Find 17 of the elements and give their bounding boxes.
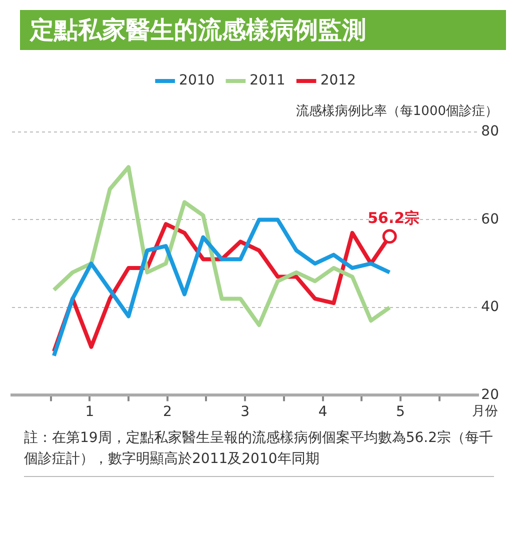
legend-label: 2011 [250, 72, 286, 89]
annotation: 56.2宗 [368, 208, 420, 227]
y-tick-label: 60 [481, 211, 500, 228]
x-tick-label: 3 [240, 404, 250, 420]
text: 註：在第19周，定點私家醫生呈報的流感樣病例個案平均數為56.2宗（每千個診症計），數字明顯高於2011及2010年同期 [24, 429, 494, 469]
legend-label: 2010 [179, 72, 215, 89]
x-tick-label: 1 [85, 404, 94, 420]
x-tick-label: 4 [318, 404, 328, 420]
y-tick-label: 40 [481, 299, 500, 316]
legend-label: 2012 [320, 72, 356, 89]
x-axis-title: 月份 [472, 404, 498, 420]
x-tick-label: 2 [162, 404, 172, 420]
chart-title: 定點私家醫生的流感樣病例監測 [20, 10, 506, 50]
y-axis-title: 流感樣病例比率（每1000個診症） [296, 102, 498, 119]
y-tick-label: 80 [481, 124, 500, 140]
y-tick-label: 20 [481, 386, 500, 403]
x-tick-label: 5 [396, 404, 405, 420]
